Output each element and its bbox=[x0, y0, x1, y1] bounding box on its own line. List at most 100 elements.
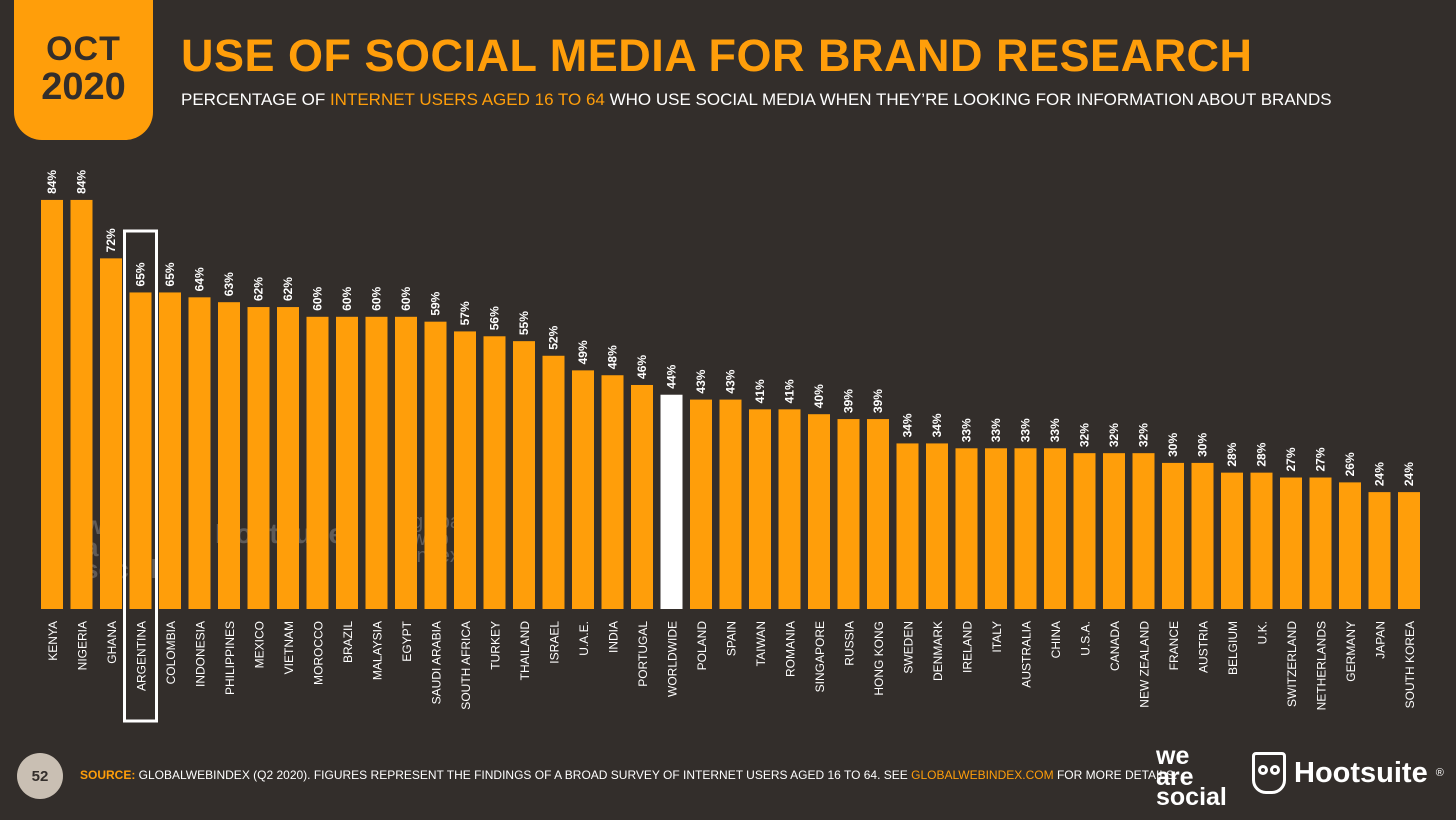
category-label-indonesia: INDONESIA bbox=[194, 621, 208, 687]
category-label-russia: RUSSIA bbox=[843, 621, 857, 666]
category-label-ireland: IRELAND bbox=[961, 621, 975, 673]
category-label-netherlands: NETHERLANDS bbox=[1315, 621, 1329, 710]
category-label-u-k: U.K. bbox=[1256, 621, 1270, 644]
value-label-spain: 43% bbox=[724, 369, 738, 393]
owl-icon bbox=[1252, 752, 1286, 794]
category-label-italy: ITALY bbox=[990, 621, 1004, 653]
category-label-new-zealand: NEW ZEALAND bbox=[1138, 621, 1152, 708]
category-label-u-a-e: U.A.E. bbox=[577, 621, 591, 656]
category-label-u-s-a: U.S.A. bbox=[1079, 621, 1093, 656]
logo-was-line-2: are bbox=[1156, 762, 1194, 791]
value-label-poland: 43% bbox=[694, 369, 708, 393]
value-label-u-a-e: 49% bbox=[576, 340, 590, 364]
bar-denmark bbox=[926, 443, 948, 609]
bar-ireland bbox=[955, 448, 978, 609]
bar-vietnam bbox=[277, 307, 299, 609]
highlight-outline-argentina bbox=[123, 229, 158, 723]
value-label-nigeria: 84% bbox=[75, 170, 89, 194]
value-label-portugal: 46% bbox=[635, 355, 649, 379]
subtitle-highlight: INTERNET USERS AGED 16 TO 64 bbox=[329, 90, 605, 109]
category-label-austria: AUSTRIA bbox=[1197, 621, 1211, 673]
category-label-brazil: BRAZIL bbox=[341, 621, 355, 663]
value-label-australia: 33% bbox=[1019, 418, 1033, 442]
we-are-social-logo: we are social bbox=[1156, 742, 1227, 811]
bar-brazil bbox=[336, 316, 358, 609]
category-label-belgium: BELGIUM bbox=[1226, 621, 1240, 675]
category-label-saudi-arabia: SAUDI ARABIA bbox=[430, 621, 444, 704]
category-label-south-korea: SOUTH KOREA bbox=[1403, 621, 1417, 708]
value-label-brazil: 60% bbox=[340, 286, 354, 310]
source-footnote: SOURCE: GLOBALWEBINDEX (Q2 2020). FIGURE… bbox=[80, 768, 1177, 782]
bar-germany bbox=[1339, 482, 1361, 609]
value-label-belgium: 28% bbox=[1225, 442, 1239, 466]
value-label-japan: 24% bbox=[1373, 462, 1387, 486]
bar-chart: 84% KENYA 84% NIGERIA 72% GHANA 65% ARGENTINA 65… bbox=[41, 170, 1420, 723]
category-label-sweden: SWEDEN bbox=[902, 621, 916, 674]
source-tail: FOR MORE DETAILS. bbox=[1053, 768, 1178, 782]
category-label-argentina: ARGENTINA bbox=[135, 621, 149, 691]
value-label-denmark: 34% bbox=[930, 413, 944, 437]
value-label-germany: 26% bbox=[1343, 452, 1357, 476]
category-label-denmark: DENMARK bbox=[931, 621, 945, 681]
value-label-canada: 32% bbox=[1107, 423, 1121, 447]
value-label-morocco: 60% bbox=[311, 286, 325, 310]
bar-malaysia bbox=[365, 316, 388, 609]
category-label-turkey: TURKEY bbox=[489, 621, 503, 670]
value-label-south-korea: 24% bbox=[1402, 462, 1416, 486]
value-label-italy: 33% bbox=[989, 418, 1003, 442]
value-label-colombia: 65% bbox=[163, 262, 177, 286]
bar-colombia bbox=[159, 292, 181, 609]
date-month: OCT bbox=[46, 30, 121, 69]
value-label-turkey: 56% bbox=[488, 306, 502, 330]
bar-netherlands bbox=[1309, 477, 1332, 609]
bar-poland bbox=[690, 399, 712, 609]
bar-france bbox=[1162, 462, 1184, 609]
bar-thailand bbox=[513, 341, 535, 609]
value-label-netherlands: 27% bbox=[1314, 447, 1328, 471]
bar-turkey bbox=[483, 336, 506, 609]
category-label-japan: JAPAN bbox=[1374, 621, 1388, 659]
page-subtitle: PERCENTAGE OF INTERNET USERS AGED 16 TO … bbox=[181, 90, 1332, 110]
category-label-hong-kong: HONG KONG bbox=[872, 621, 886, 696]
page-number: 52 bbox=[17, 753, 63, 799]
value-label-sweden: 34% bbox=[901, 413, 915, 437]
category-label-romania: ROMANIA bbox=[784, 621, 798, 677]
category-label-colombia: COLOMBIA bbox=[164, 621, 178, 684]
value-label-hong-kong: 39% bbox=[871, 389, 885, 413]
bar-italy bbox=[985, 448, 1007, 609]
bar-portugal bbox=[631, 384, 653, 609]
value-label-philippines: 63% bbox=[222, 272, 236, 296]
bar-south-africa bbox=[454, 331, 476, 609]
bar-ghana bbox=[100, 258, 122, 609]
bar-mexico bbox=[247, 307, 270, 609]
logo-was-line-1: we bbox=[1156, 742, 1190, 770]
category-label-china: CHINA bbox=[1049, 621, 1063, 658]
bar-singapore bbox=[808, 414, 830, 609]
source-link[interactable]: GLOBALWEBINDEX.COM bbox=[911, 768, 1054, 782]
bar-japan bbox=[1368, 492, 1391, 609]
subtitle-suffix: WHO USE SOCIAL MEDIA WHEN THEY’RE LOOKIN… bbox=[604, 90, 1332, 109]
date-year: 2020 bbox=[41, 65, 126, 108]
value-label-russia: 39% bbox=[842, 389, 856, 413]
bar-u-s-a bbox=[1073, 453, 1096, 609]
category-label-morocco: MOROCCO bbox=[312, 621, 326, 685]
category-label-poland: POLAND bbox=[695, 621, 709, 671]
value-label-singapore: 40% bbox=[812, 384, 826, 408]
value-label-malaysia: 60% bbox=[370, 286, 384, 310]
bar-spain bbox=[719, 399, 742, 609]
value-label-indonesia: 64% bbox=[193, 267, 207, 291]
bar-new-zealand bbox=[1132, 453, 1155, 609]
category-label-nigeria: NIGERIA bbox=[76, 621, 90, 670]
bar-romania bbox=[778, 409, 801, 609]
value-label-romania: 41% bbox=[783, 379, 797, 403]
source-label: SOURCE: bbox=[80, 768, 136, 782]
value-label-switzerland: 27% bbox=[1284, 447, 1298, 471]
category-label-mexico: MEXICO bbox=[253, 621, 267, 668]
category-label-switzerland: SWITZERLAND bbox=[1285, 621, 1299, 707]
logo-was-line-3: social bbox=[1156, 783, 1227, 811]
category-label-taiwan: TAIWAN bbox=[754, 621, 768, 666]
bar-saudi-arabia bbox=[424, 321, 447, 609]
bar-argentina bbox=[129, 292, 152, 609]
category-label-ghana: GHANA bbox=[105, 621, 119, 664]
bar-russia bbox=[837, 419, 860, 609]
